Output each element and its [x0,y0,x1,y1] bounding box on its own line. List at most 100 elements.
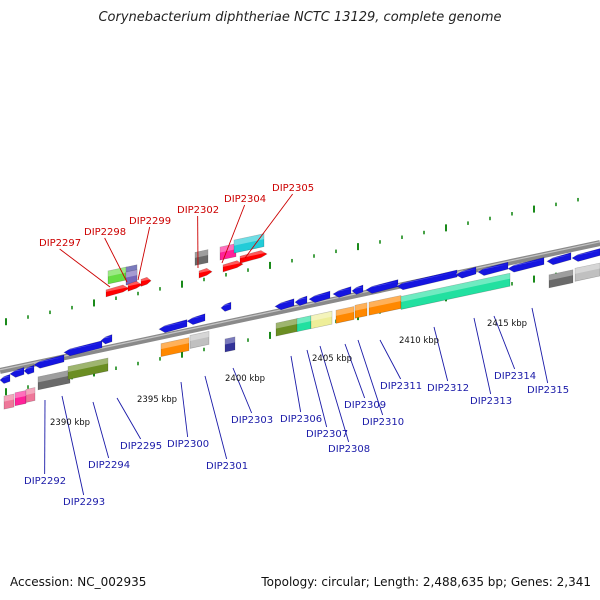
gene-arrow [224,336,236,353]
gene-arrow [310,310,333,330]
gene-arrow [477,261,509,276]
gene-arrow-shine [234,233,264,246]
gene-label-reverse: DIP2294 [88,460,130,471]
gene-feature [23,364,35,375]
gene-label-reverse: DIP2312 [427,383,469,394]
gene-label-forward: DIP2302 [177,205,219,216]
gene-feature [239,250,268,264]
gene-feature [546,252,572,266]
gene-arrow-shine [38,370,70,383]
gene-label-reverse: DIP2306 [280,414,322,425]
gene-arrow [365,279,399,294]
kbp-label: 2395 kbp [137,395,177,405]
gene-label-reverse: DIP2315 [527,385,569,396]
gene-feature [160,337,190,358]
gene-arrow [222,260,244,273]
gene-label-reverse: DIP2314 [494,371,536,382]
gene-arrow [0,373,11,384]
gene-arrow-shine [108,266,127,277]
gene-arrow-shine [199,268,212,274]
gene-arrow [25,387,36,403]
gene-label-reverse: DIP2313 [470,396,512,407]
gene-feature [67,357,109,380]
gene-feature [224,336,236,353]
gene-label-reverse: DIP2309 [344,400,386,411]
leader-line [232,367,253,414]
gene-arrow [100,334,113,345]
gene-arrow-shine [68,357,108,372]
gene-feature [332,286,352,298]
gene-arrow [308,290,331,303]
gene-label-reverse: DIP2295 [120,441,162,452]
gene-arrow-shine [221,304,231,308]
leader-line [531,307,549,384]
genome-backbone [0,240,600,374]
gene-arrow-shine [401,273,510,302]
gene-arrow [158,319,188,333]
gene-arrow [571,248,600,262]
gene-label-forward: DIP2305 [272,183,314,194]
gene-label-forward: DIP2297 [39,238,81,249]
gene-arrow-shine [161,337,189,350]
gene-arrow [140,276,152,287]
gene-arrow-shine [15,390,26,399]
gene-feature [548,269,574,289]
leader-line [306,349,328,428]
leader-line [357,339,384,416]
gene-arrow [198,267,213,279]
gene-feature [455,266,477,279]
gene-feature [274,298,295,311]
gene-feature [310,310,333,330]
gene-feature [571,248,600,262]
gene-feature [365,279,399,294]
gene-feature [308,290,331,303]
gene-feature [275,318,299,337]
gene-feature [294,295,308,306]
gene-feature [37,369,71,391]
gene-arrow [33,354,65,369]
gene-arrow [127,280,143,292]
gene-label-reverse: DIP2300 [167,439,209,450]
gene-arrow [274,298,295,311]
gene-feature [140,276,152,287]
kbp-label: 2415 kbp [487,319,527,329]
kbp-scale-labels: 2390 kbp 2395 kbp 2400 kbp 2405 kbp 2410 kbp… [50,319,527,428]
gene-arrow-shine [10,369,24,374]
gene-feature [189,331,210,349]
gene-feature [222,260,244,273]
gene-feature [220,301,232,312]
gene-arrow-shine [126,269,137,278]
gene-arrow [354,302,368,319]
gene-feature [127,280,143,292]
gene-arrow [396,269,458,291]
gene-arrow [239,250,268,264]
gene-label-forward: DIP2298 [84,227,126,238]
gene-label-reverse: DIP2303 [231,415,273,426]
gene-arrow [455,266,477,279]
leader-line [61,395,85,496]
gene-arrow-shine [24,367,34,371]
gene-arrow [546,252,572,266]
gene-label-reverse: DIP2301 [206,461,248,472]
gene-feature [100,334,113,345]
leader-line [137,226,151,281]
gene-feature [33,354,65,369]
leader-line [344,343,366,399]
gene-arrow-shine [549,269,573,281]
gene-arrow [507,257,545,273]
gene-arrow [14,390,27,407]
gene-arrow [3,393,15,410]
kbp-label: 2405 kbp [312,354,352,364]
gene-arrow [37,369,71,391]
leader-line [379,339,402,380]
gene-arrow-shine [223,260,243,267]
gene-arrow [105,284,130,298]
gene-label-forward: DIP2304 [224,194,266,205]
gene-feature [368,295,402,316]
leader-line [244,193,294,259]
gene-arrow-shine [355,302,367,311]
genome-summary: Topology: circular; Length: 2,488,635 bp… [261,575,591,589]
gene-arrow [548,269,574,289]
gene-arrow [63,340,103,357]
leader-line [104,237,128,283]
